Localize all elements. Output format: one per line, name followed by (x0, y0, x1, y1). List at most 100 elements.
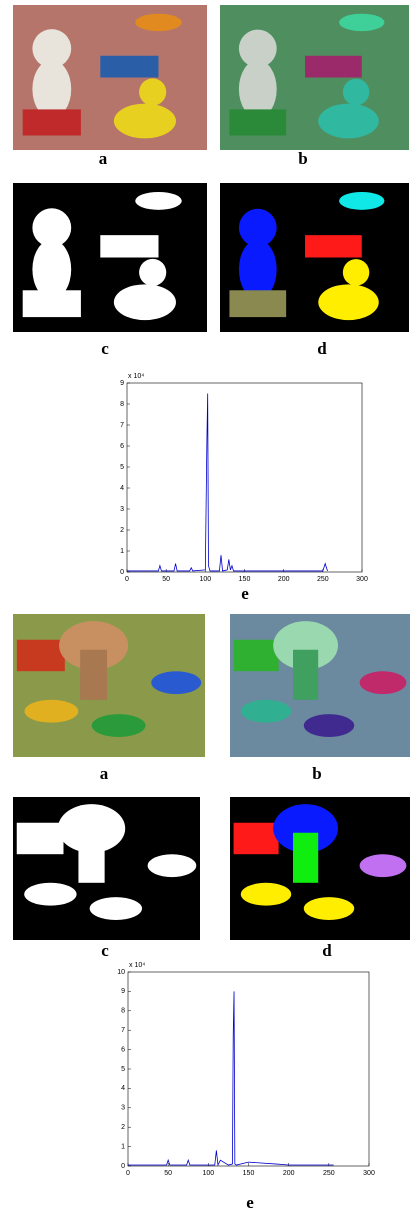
y-tick-label: 2 (121, 1124, 125, 1131)
y-tick-label: 7 (121, 1027, 125, 1034)
panel-label: b (298, 149, 307, 168)
object-shape (229, 290, 287, 318)
y-tick-label: 4 (121, 1085, 125, 1092)
object-shape (303, 897, 355, 920)
object-shape (339, 13, 385, 32)
object-shape (233, 822, 279, 855)
object-shape (359, 671, 407, 695)
y-tick-label: 1 (121, 1143, 125, 1150)
panel-label: d (322, 941, 332, 960)
y-tick-label: 0 (121, 1163, 125, 1170)
object-shape (135, 191, 182, 210)
y-tick-label: 3 (120, 506, 124, 513)
object-shape (293, 832, 319, 883)
y-tick-label: 6 (120, 443, 124, 450)
x-tick-label: 150 (243, 1170, 255, 1177)
object-shape (233, 639, 279, 672)
x-tick-label: 250 (323, 1170, 335, 1177)
object-shape (24, 699, 79, 723)
y-tick-label: 8 (120, 401, 124, 408)
object-shape (293, 649, 319, 700)
panel-label: e (246, 1193, 254, 1212)
plot-area (126, 382, 363, 573)
x-tick-label: 300 (363, 1170, 375, 1177)
object-shape (16, 639, 65, 672)
object-shape (100, 235, 159, 258)
axis-multiplier: x 10⁴ (128, 373, 144, 380)
object-shape (238, 60, 277, 119)
histogram-line (128, 991, 334, 1167)
x-tick-label: 300 (356, 576, 368, 583)
panel-label: c (101, 941, 109, 960)
object-shape (89, 897, 143, 920)
x-tick-label: 100 (202, 1170, 214, 1177)
y-tick-label: 3 (121, 1105, 125, 1112)
axis-multiplier: x 10⁴ (129, 962, 145, 969)
object-shape (305, 55, 362, 78)
y-tick-label: 2 (120, 527, 124, 534)
y-tick-label: 4 (120, 485, 124, 492)
object-shape (240, 699, 292, 723)
object-shape (32, 239, 72, 300)
object-shape (32, 208, 72, 248)
y-tick-label: 1 (120, 548, 124, 555)
panel-label: d (317, 339, 327, 358)
object-shape (240, 882, 292, 906)
object-shape (22, 290, 81, 318)
object-shape (100, 55, 159, 78)
object-shape (147, 854, 197, 878)
object-shape (80, 649, 108, 700)
histogram-line (127, 393, 328, 572)
y-tick-label: 9 (121, 988, 125, 995)
y-tick-label: 5 (121, 1066, 125, 1073)
object-shape (273, 621, 338, 670)
x-tick-label: 200 (283, 1170, 295, 1177)
y-tick-label: 0 (120, 569, 124, 576)
object-shape (342, 259, 370, 286)
object-shape (59, 621, 129, 670)
panel-label: b (312, 764, 321, 783)
object-shape (238, 208, 277, 247)
x-tick-label: 0 (126, 1170, 130, 1177)
plot-area (127, 971, 370, 1167)
panel-label: e (241, 584, 249, 603)
object-shape (22, 109, 81, 136)
x-tick-label: 100 (199, 576, 211, 583)
object-shape (57, 804, 126, 853)
object-shape (238, 239, 277, 300)
object-shape (139, 78, 167, 106)
object-shape (273, 804, 338, 853)
object-shape (342, 78, 370, 106)
x-tick-label: 50 (164, 1170, 172, 1177)
x-tick-label: 200 (278, 576, 290, 583)
object-shape (151, 671, 202, 695)
object-shape (24, 882, 77, 906)
y-tick-label: 5 (120, 464, 124, 471)
x-tick-label: 250 (317, 576, 329, 583)
object-shape (305, 235, 362, 258)
y-tick-label: 8 (121, 1008, 125, 1015)
panel-label: a (100, 764, 109, 783)
panel-label: c (101, 339, 109, 358)
object-shape (78, 832, 105, 883)
object-shape (318, 103, 379, 139)
object-shape (135, 13, 182, 32)
object-shape (139, 258, 167, 286)
y-tick-label: 6 (121, 1046, 125, 1053)
object-shape (318, 284, 379, 321)
object-shape (303, 714, 355, 737)
object-shape (359, 854, 407, 878)
x-tick-label: 0 (125, 576, 129, 583)
x-tick-label: 150 (239, 576, 251, 583)
y-tick-label: 10 (117, 969, 125, 976)
object-shape (32, 29, 72, 68)
x-tick-label: 50 (162, 576, 170, 583)
object-shape (339, 191, 385, 210)
object-shape (113, 284, 176, 321)
object-shape (113, 103, 176, 139)
y-tick-label: 9 (120, 380, 124, 387)
object-shape (16, 822, 64, 855)
object-shape (91, 714, 146, 737)
panel-label: a (99, 149, 108, 168)
